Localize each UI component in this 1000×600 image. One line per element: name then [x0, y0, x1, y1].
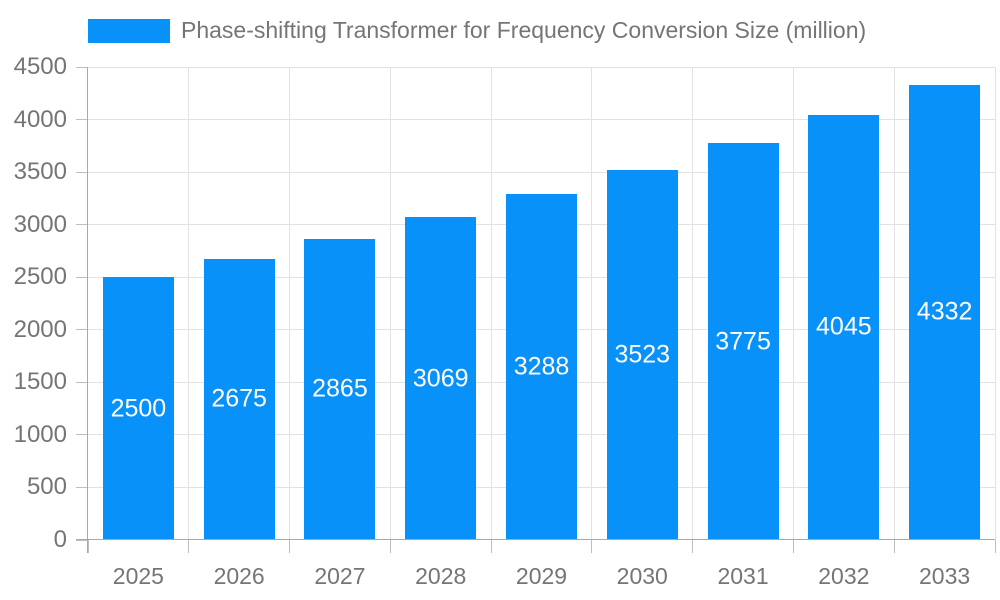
y-tick	[76, 66, 88, 68]
x-axis-tick-label: 2026	[213, 563, 265, 589]
bar[interactable]	[707, 143, 779, 540]
x-tick	[692, 540, 694, 553]
y-tick	[76, 486, 88, 488]
x-gridline	[490, 67, 492, 540]
y-tick	[76, 381, 88, 383]
y-axis-tick-label: 4500	[13, 53, 67, 81]
bar-value-label: 3069	[412, 364, 469, 393]
bar-value-label: 4045	[816, 312, 872, 341]
x-axis-tick-label: 2027	[314, 563, 366, 589]
x-axis-line	[76, 539, 995, 540]
y-axis-tick-label: 2000	[13, 315, 67, 343]
bar[interactable]	[405, 217, 477, 540]
bar[interactable]	[909, 84, 981, 540]
y-tick	[76, 434, 88, 436]
y-axis-tick-label: 3500	[13, 158, 67, 186]
x-gridline	[692, 67, 694, 540]
x-tick	[188, 540, 190, 553]
x-gridline	[893, 67, 895, 540]
x-axis-tick-label: 2033	[919, 563, 971, 589]
y-axis-line	[87, 67, 88, 553]
legend-swatch	[88, 18, 170, 43]
x-axis-tick-label: 2028	[415, 563, 467, 589]
bar-value-label: 3775	[715, 327, 771, 356]
x-tick	[289, 540, 291, 553]
y-tick	[76, 119, 88, 121]
bar-value-label: 3288	[513, 352, 570, 381]
legend[interactable]: Phase-shifting Transformer for Frequency…	[88, 17, 866, 44]
x-tick	[893, 540, 895, 553]
x-tick	[792, 540, 794, 553]
x-tick	[994, 540, 996, 553]
y-axis-tick-label: 2500	[13, 263, 67, 291]
y-tick	[76, 276, 88, 278]
x-axis-tick-label: 2032	[818, 563, 870, 589]
bar[interactable]	[102, 277, 174, 540]
x-axis-tick-label: 2030	[616, 563, 668, 589]
x-gridline	[289, 67, 291, 540]
y-tick	[76, 329, 88, 331]
y-axis-tick-label: 4000	[13, 105, 67, 133]
y-tick	[76, 539, 88, 541]
bar-value-label: 2500	[110, 394, 167, 423]
x-gridline	[389, 67, 391, 540]
bar-value-label: 3523	[614, 340, 671, 369]
x-tick	[389, 540, 391, 553]
y-axis-tick-label: 1000	[13, 421, 67, 449]
bar[interactable]	[506, 194, 577, 540]
x-gridline	[792, 67, 794, 540]
x-tick	[591, 540, 593, 553]
x-gridline	[188, 67, 190, 540]
bar[interactable]	[304, 238, 376, 540]
y-tick	[76, 224, 88, 226]
bar[interactable]	[606, 169, 678, 540]
bar-value-label: 2865	[312, 374, 368, 403]
y-tick	[76, 171, 88, 173]
x-tick	[490, 540, 492, 553]
y-gridline	[88, 66, 995, 68]
y-axis-tick-label: 0	[53, 526, 67, 554]
x-axis-tick-label: 2029	[515, 563, 568, 589]
bar-value-label: 2675	[211, 384, 267, 413]
bar[interactable]	[808, 114, 880, 540]
x-axis-tick-label: 2031	[717, 563, 769, 589]
x-gridline	[591, 67, 593, 540]
y-gridline	[88, 119, 995, 121]
legend-label: Phase-shifting Transformer for Frequency…	[181, 17, 867, 43]
x-gridline	[994, 67, 996, 540]
bar[interactable]	[203, 258, 275, 540]
y-axis-tick-label: 500	[26, 473, 67, 501]
bar-value-label: 4332	[916, 297, 973, 326]
x-tick	[87, 540, 89, 553]
x-axis-tick-label: 2025	[112, 563, 164, 589]
y-axis-tick-label: 3000	[13, 210, 67, 238]
y-axis-tick-label: 1500	[13, 368, 67, 396]
y-gridline	[88, 171, 995, 173]
